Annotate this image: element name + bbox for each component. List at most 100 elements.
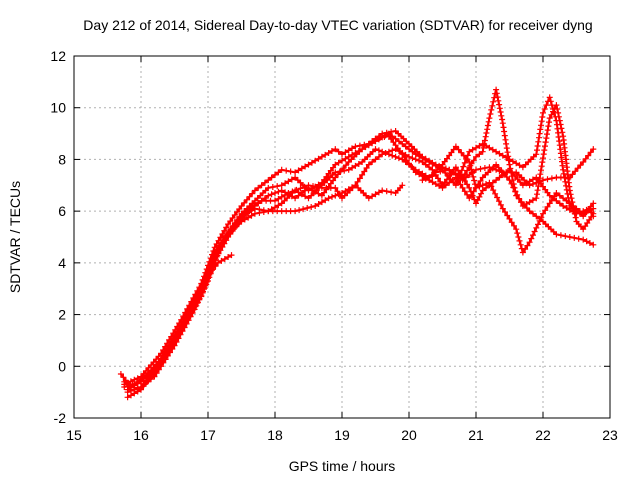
data-point-marker bbox=[479, 187, 486, 194]
data-point-marker bbox=[570, 203, 577, 209]
data-point-marker bbox=[555, 113, 562, 120]
data-point-marker bbox=[192, 299, 199, 306]
data-point-marker bbox=[489, 179, 496, 186]
data-point-marker bbox=[218, 257, 225, 264]
data-point-marker bbox=[339, 157, 345, 164]
data-point-marker bbox=[332, 184, 339, 191]
data-point-marker bbox=[509, 169, 516, 176]
data-point-marker bbox=[476, 151, 483, 158]
series-track-3 bbox=[121, 146, 597, 390]
data-point-marker bbox=[546, 115, 553, 122]
data-point-marker bbox=[503, 154, 510, 161]
data-point-marker bbox=[452, 143, 459, 150]
data-point-marker bbox=[503, 169, 510, 176]
data-point-marker bbox=[318, 153, 325, 160]
data-point-marker bbox=[402, 159, 409, 165]
data-point-marker bbox=[248, 212, 255, 219]
data-point-marker bbox=[557, 121, 564, 128]
data-point-marker bbox=[519, 203, 526, 209]
data-point-marker bbox=[541, 147, 548, 154]
data-point-marker bbox=[461, 178, 468, 184]
data-point-marker bbox=[325, 195, 332, 202]
data-point-marker bbox=[483, 142, 490, 149]
data-point-marker bbox=[158, 358, 165, 365]
data-point-marker bbox=[477, 165, 484, 172]
data-point-marker bbox=[265, 177, 272, 184]
y-tick-label: 12 bbox=[50, 48, 66, 64]
data-point-marker bbox=[221, 256, 228, 262]
data-point-marker bbox=[572, 214, 579, 221]
data-point-marker bbox=[556, 117, 563, 124]
data-point-marker bbox=[416, 153, 423, 160]
data-point-marker bbox=[343, 162, 349, 169]
data-point-marker bbox=[332, 169, 339, 176]
data-point-marker bbox=[342, 188, 349, 195]
data-point-marker bbox=[470, 157, 477, 164]
data-point-marker bbox=[512, 188, 519, 195]
data-point-marker bbox=[506, 166, 513, 173]
data-point-marker bbox=[489, 102, 496, 109]
data-point-marker bbox=[419, 170, 426, 177]
data-point-marker bbox=[249, 190, 256, 197]
data-point-marker bbox=[479, 148, 486, 155]
data-point-marker bbox=[584, 220, 591, 226]
data-point-marker bbox=[553, 197, 560, 204]
data-point-marker bbox=[514, 191, 521, 198]
data-point-marker bbox=[571, 234, 578, 241]
x-tick-label: 19 bbox=[334, 427, 350, 443]
data-point-marker bbox=[566, 234, 573, 240]
data-point-marker bbox=[511, 173, 518, 179]
data-point-marker bbox=[302, 193, 309, 200]
data-point-marker bbox=[459, 174, 466, 181]
data-point-marker bbox=[335, 148, 342, 155]
data-point-marker bbox=[460, 163, 467, 170]
data-point-marker bbox=[245, 209, 252, 216]
data-point-marker bbox=[518, 199, 524, 206]
data-point-marker bbox=[332, 146, 339, 153]
data-point-marker bbox=[349, 145, 355, 152]
data-point-marker bbox=[246, 193, 253, 200]
data-point-marker bbox=[406, 146, 412, 153]
data-point-marker bbox=[590, 200, 597, 207]
data-point-marker bbox=[449, 177, 456, 184]
data-point-marker bbox=[546, 119, 552, 126]
data-point-marker bbox=[460, 152, 467, 159]
data-point-marker bbox=[265, 192, 272, 199]
data-point-marker bbox=[399, 156, 406, 163]
data-point-marker bbox=[563, 204, 570, 211]
data-point-marker bbox=[305, 161, 312, 168]
data-point-marker bbox=[329, 193, 335, 200]
data-point-marker bbox=[334, 188, 341, 195]
data-point-marker bbox=[560, 166, 567, 173]
data-point-marker bbox=[372, 191, 379, 198]
data-point-marker bbox=[523, 201, 530, 207]
data-point-marker bbox=[476, 193, 483, 200]
data-point-marker bbox=[220, 238, 227, 245]
data-point-marker bbox=[243, 196, 250, 203]
data-point-marker bbox=[121, 381, 128, 388]
data-point-marker bbox=[557, 146, 564, 153]
data-point-marker bbox=[493, 148, 500, 155]
data-point-marker bbox=[120, 374, 127, 381]
data-point-marker bbox=[261, 195, 268, 202]
data-point-marker bbox=[488, 106, 495, 113]
data-point-marker bbox=[568, 195, 575, 202]
data-point-marker bbox=[489, 146, 496, 153]
data-point-marker bbox=[245, 214, 252, 221]
y-tick-label: 6 bbox=[58, 203, 66, 219]
data-point-marker bbox=[534, 143, 541, 149]
data-point-marker bbox=[530, 232, 536, 239]
data-point-marker bbox=[419, 155, 426, 162]
data-point-marker bbox=[523, 205, 530, 211]
y-tick-label: 10 bbox=[50, 100, 66, 116]
data-point-marker bbox=[369, 193, 376, 200]
data-point-marker bbox=[406, 161, 412, 168]
data-point-marker bbox=[275, 202, 282, 209]
data-point-marker bbox=[476, 183, 483, 190]
data-point-marker bbox=[278, 182, 285, 189]
data-point-marker bbox=[222, 234, 229, 241]
data-point-marker bbox=[432, 171, 439, 178]
data-point-marker bbox=[150, 367, 157, 374]
data-point-marker bbox=[515, 234, 522, 240]
